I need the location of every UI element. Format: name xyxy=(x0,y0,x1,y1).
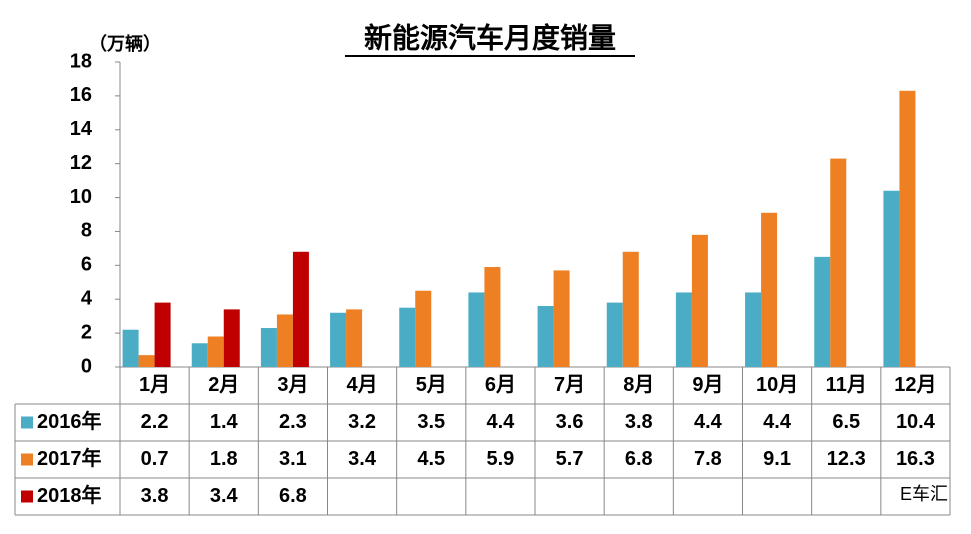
legend-label: 2017年 xyxy=(37,446,102,470)
bar xyxy=(606,302,623,367)
x-tick-label: 2月 xyxy=(208,374,239,396)
table-value: 0.7 xyxy=(141,448,169,470)
table-value: 5.7 xyxy=(556,448,584,470)
x-tick-label: 4月 xyxy=(347,374,378,396)
watermark: E车汇 xyxy=(900,484,948,504)
table-value: 7.8 xyxy=(694,448,722,470)
y-tick-label: 6 xyxy=(81,254,92,276)
table-value: 1.4 xyxy=(210,411,239,433)
y-tick-label: 2 xyxy=(81,321,92,343)
table-value: 5.9 xyxy=(487,448,515,470)
table-value: 10.4 xyxy=(896,411,936,433)
bar xyxy=(330,312,347,367)
x-tick-label: 10月 xyxy=(756,374,798,396)
legend-swatch xyxy=(21,416,33,429)
table-value: 3.4 xyxy=(210,485,239,507)
table-value: 9.1 xyxy=(763,448,791,470)
y-axis-label: （万辆） xyxy=(89,33,161,54)
bar xyxy=(260,328,277,367)
bar xyxy=(292,251,309,367)
y-tick-label: 10 xyxy=(70,186,92,208)
y-tick-label: 4 xyxy=(81,288,93,310)
bar xyxy=(346,309,363,367)
bar xyxy=(899,90,916,368)
bar xyxy=(537,306,554,367)
table-value: 3.8 xyxy=(141,485,169,507)
y-tick-label: 18 xyxy=(70,50,92,72)
table-value: 4.4 xyxy=(763,411,792,433)
table-value: 2.3 xyxy=(279,411,307,433)
table-value: 2.2 xyxy=(141,411,169,433)
bar xyxy=(138,355,155,367)
bar xyxy=(276,314,293,367)
table-value: 3.8 xyxy=(625,411,653,433)
bar xyxy=(399,307,416,367)
y-tick-label: 8 xyxy=(81,220,92,242)
table-value: 1.8 xyxy=(210,448,238,470)
bar xyxy=(745,292,762,367)
table-value: 3.2 xyxy=(348,411,376,433)
table-value: 3.4 xyxy=(348,448,377,470)
bar xyxy=(415,290,432,367)
bar xyxy=(223,309,240,367)
legend-swatch xyxy=(21,453,33,466)
x-tick-label: 8月 xyxy=(623,374,654,396)
table-value: 3.1 xyxy=(279,448,307,470)
table-value: 6.8 xyxy=(625,448,653,470)
bar xyxy=(691,234,708,367)
legend-label: 2016年 xyxy=(37,409,102,433)
y-tick-label: 12 xyxy=(70,152,92,174)
table-value: 6.5 xyxy=(832,411,860,433)
y-tick-label: 0 xyxy=(81,355,92,377)
table-value: 3.6 xyxy=(556,411,584,433)
x-tick-label: 5月 xyxy=(416,374,447,396)
x-tick-label: 7月 xyxy=(554,374,585,396)
bar xyxy=(122,329,139,367)
table-value: 12.3 xyxy=(827,448,866,470)
bar xyxy=(830,158,847,367)
x-tick-label: 12月 xyxy=(894,374,936,396)
legend-swatch xyxy=(21,490,33,503)
legend-label: 2018年 xyxy=(37,483,102,507)
bar xyxy=(675,292,692,367)
bar xyxy=(622,251,639,367)
bar xyxy=(814,256,831,367)
bar xyxy=(468,292,485,367)
table-value: 4.4 xyxy=(487,411,516,433)
bar xyxy=(207,336,224,367)
bar xyxy=(154,302,171,367)
bar xyxy=(883,190,900,367)
x-tick-label: 3月 xyxy=(277,374,308,396)
table-value: 4.4 xyxy=(694,411,723,433)
table-value: 3.5 xyxy=(417,411,445,433)
x-tick-label: 9月 xyxy=(692,374,723,396)
x-tick-label: 6月 xyxy=(485,374,516,396)
chart-title: 新能源汽车月度销量 xyxy=(364,21,616,53)
y-tick-label: 14 xyxy=(70,118,93,140)
x-tick-label: 1月 xyxy=(139,374,170,396)
table-value: 16.3 xyxy=(896,448,935,470)
bar xyxy=(761,212,778,367)
bar xyxy=(191,343,208,367)
x-tick-label: 11月 xyxy=(826,374,867,396)
bar xyxy=(484,267,501,367)
table-value: 4.5 xyxy=(417,448,445,470)
table-value: 6.8 xyxy=(279,485,307,507)
bar xyxy=(553,270,570,367)
y-tick-label: 16 xyxy=(70,84,92,106)
